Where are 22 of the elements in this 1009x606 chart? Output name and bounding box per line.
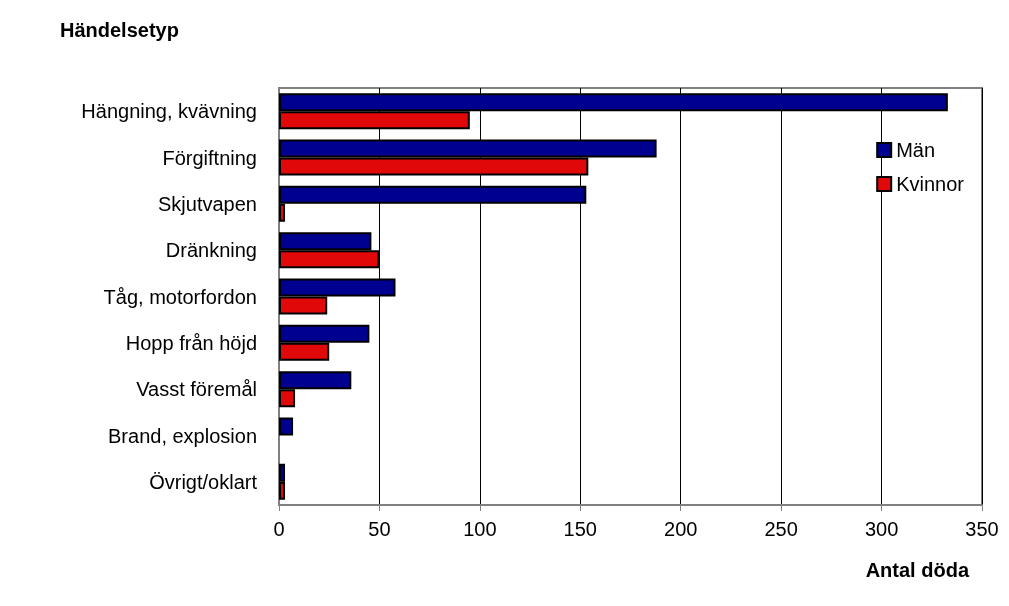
y-tick-label: Hopp från höjd (125, 331, 257, 354)
legend-label: Kvinnor (896, 173, 965, 195)
bar (279, 417, 294, 436)
x-tick-label: 0 (273, 518, 285, 540)
y-tick-label: Hängning, kvävning (81, 100, 257, 123)
x-tick-label: 300 (864, 518, 899, 540)
x-tick-label: 200 (664, 518, 698, 540)
x-tick-label: 250 (764, 518, 798, 540)
x-tick-label: 350 (965, 518, 999, 540)
y-tick-label: Brand, explosion (108, 424, 257, 447)
x-tick-label: 100 (463, 518, 497, 540)
legend-label: Män (896, 139, 936, 161)
y-tick-label: Övrigt/oklart (149, 470, 258, 493)
x-tick-label: 50 (368, 518, 391, 540)
x-tick-label: 150 (563, 518, 597, 540)
y-tick-label: Dränkning (165, 239, 257, 262)
y-tick-label: Förgiftning (162, 146, 257, 169)
y-tick-label: Vasst föremål (136, 378, 257, 401)
y-tick-label: Tåg, motorfordon (103, 285, 257, 308)
y-axis-title: Händelsetyp (60, 19, 179, 41)
x-axis-title: Antal döda (865, 559, 970, 581)
y-tick-label: Skjutvapen (158, 192, 257, 215)
